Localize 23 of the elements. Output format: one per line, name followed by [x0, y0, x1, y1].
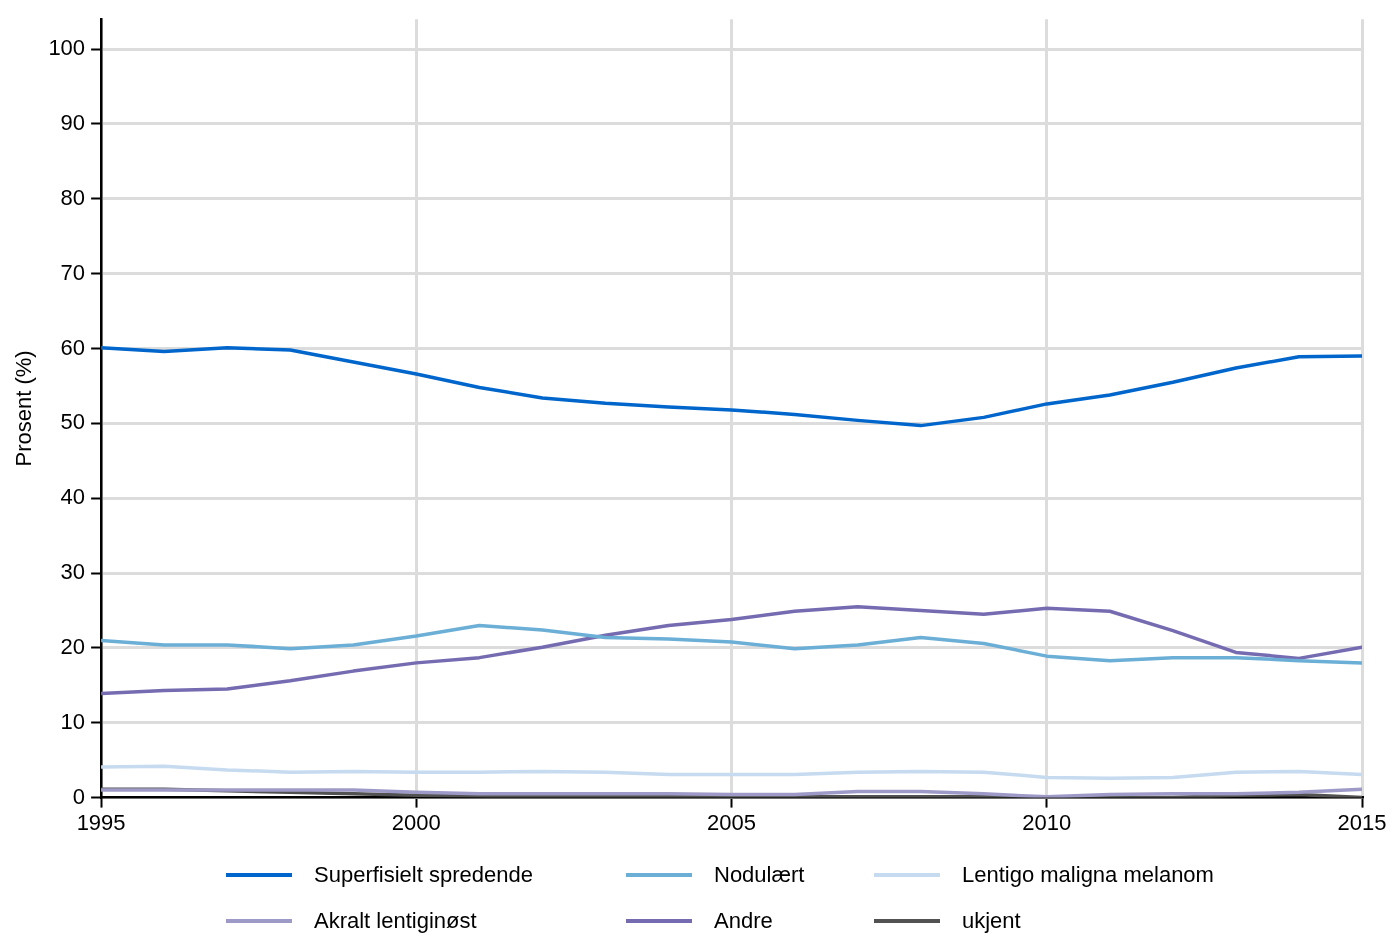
- y-tick-label: 50: [60, 409, 86, 435]
- y-tick-label: 90: [60, 110, 86, 136]
- x-tick-label: 2005: [707, 809, 757, 835]
- x-tick-label: 2015: [1337, 809, 1387, 835]
- legend-label: ukjent: [962, 908, 1021, 934]
- y-tick-label: 10: [60, 708, 86, 734]
- legend-label: Andre: [714, 908, 773, 934]
- x-tick-label: 1995: [76, 809, 126, 835]
- legend-label: Superfisielt spredende: [314, 862, 533, 888]
- legend-label: Lentigo maligna melanom: [962, 862, 1214, 888]
- y-tick-label: 30: [60, 559, 86, 585]
- y-tick-label: 40: [60, 484, 86, 510]
- legend-label: Akralt lentiginøst: [314, 908, 477, 934]
- legend-label: Nodulært: [714, 862, 805, 888]
- y-tick-label: 0: [72, 783, 86, 809]
- y-tick-label: 80: [60, 184, 86, 210]
- y-axis-title: Prosent (%): [11, 350, 37, 467]
- y-tick-label: 60: [60, 334, 86, 360]
- y-tick-label: 70: [60, 259, 86, 285]
- x-tick-label: 2000: [391, 809, 441, 835]
- y-tick-label: 100: [48, 35, 86, 61]
- x-tick-label: 2010: [1022, 809, 1072, 835]
- y-tick-label: 20: [60, 633, 86, 659]
